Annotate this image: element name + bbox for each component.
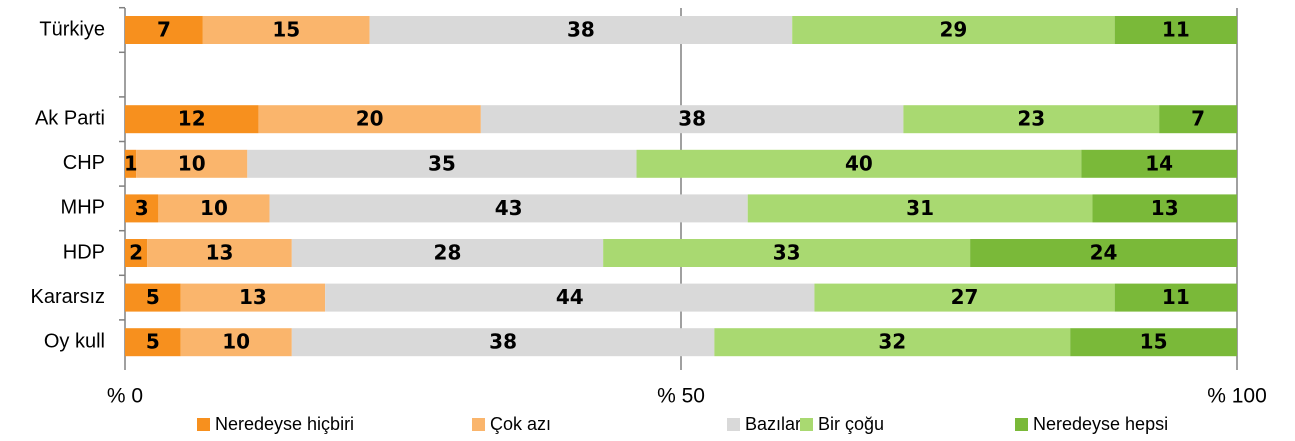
- legend-label: Çok azı: [490, 414, 551, 434]
- data-label: 10: [222, 330, 250, 354]
- data-label: 1: [124, 151, 138, 175]
- data-label: 7: [157, 18, 171, 42]
- bar: [714, 328, 1071, 357]
- bar: [125, 328, 181, 357]
- y-tick-label: CHP: [63, 152, 105, 174]
- data-label: 3: [135, 196, 149, 220]
- data-label: 11: [1162, 285, 1190, 309]
- y-tick-label: HDP: [63, 241, 105, 263]
- data-label: 10: [200, 196, 228, 220]
- legend-swatch: [472, 418, 485, 431]
- data-label: 24: [1090, 241, 1118, 265]
- bar: [247, 149, 637, 178]
- bar: [747, 194, 1093, 223]
- data-label: 28: [434, 241, 462, 265]
- x-tick-label: % 100: [1207, 385, 1267, 408]
- legend-swatch: [197, 418, 210, 431]
- bar: [125, 16, 203, 44]
- y-tick-label: Ak Parti: [35, 107, 105, 129]
- legend-swatch: [800, 418, 813, 431]
- legend-label: Neredeyse hepsi: [1033, 414, 1168, 434]
- data-label: 27: [951, 285, 979, 309]
- data-label: 14: [1145, 151, 1173, 175]
- bar: [269, 194, 748, 223]
- bar: [636, 149, 1082, 178]
- bar: [1081, 149, 1237, 178]
- bar: [180, 328, 292, 357]
- data-label: 33: [773, 241, 801, 265]
- bar: [125, 149, 137, 178]
- bar: [1159, 105, 1237, 134]
- bar: [147, 239, 292, 267]
- y-tick-label: Oy kull: [44, 330, 105, 352]
- bar: [603, 239, 971, 267]
- data-label: 31: [906, 196, 934, 220]
- bar: [480, 105, 904, 134]
- bar: [258, 105, 481, 134]
- bar: [202, 16, 370, 44]
- y-tick-label: MHP: [61, 197, 105, 219]
- y-tick-label: Türkiye: [39, 18, 105, 40]
- bar: [136, 149, 248, 178]
- bar: [1114, 283, 1237, 312]
- bar: [369, 16, 793, 44]
- data-label: 35: [428, 151, 456, 175]
- data-label: 15: [272, 18, 300, 42]
- bar: [970, 239, 1237, 267]
- data-label: 11: [1162, 18, 1190, 42]
- data-label: 13: [239, 285, 267, 309]
- data-label: 5: [146, 285, 160, 309]
- data-label: 43: [495, 196, 523, 220]
- legend-swatch: [727, 418, 740, 431]
- data-label: 13: [206, 241, 234, 265]
- bar: [125, 194, 159, 223]
- bar: [903, 105, 1160, 134]
- bar: [291, 328, 715, 357]
- data-label: 13: [1151, 196, 1179, 220]
- bar: [125, 283, 181, 312]
- data-label: 44: [556, 285, 584, 309]
- data-label: 15: [1140, 330, 1168, 354]
- bar: [325, 283, 815, 312]
- data-label: 29: [940, 18, 968, 42]
- data-label: 10: [178, 151, 206, 175]
- data-label: 38: [489, 330, 517, 354]
- legend-label: Neredeyse hiçbiri: [215, 414, 354, 434]
- y-tick-label: Kararsız: [31, 286, 105, 308]
- bar: [792, 16, 1115, 44]
- legend-label: Bir çoğu: [818, 414, 884, 434]
- x-tick-label: % 50: [657, 385, 705, 408]
- data-label: 23: [1017, 107, 1045, 131]
- data-label: 38: [567, 18, 595, 42]
- data-label: 2: [129, 241, 143, 265]
- data-label: 7: [1191, 107, 1205, 131]
- bar: [1114, 16, 1237, 44]
- bar: [125, 105, 259, 134]
- data-label: 40: [845, 151, 873, 175]
- bar: [814, 283, 1115, 312]
- bar: [158, 194, 270, 223]
- data-label: 32: [878, 330, 906, 354]
- bar: [291, 239, 604, 267]
- bar: [1070, 328, 1237, 357]
- data-label: 20: [356, 107, 384, 131]
- legend-label: Bazıları: [745, 414, 806, 434]
- data-label: 12: [178, 107, 206, 131]
- data-label: 38: [678, 107, 706, 131]
- legend-swatch: [1015, 418, 1028, 431]
- bar: [1092, 194, 1237, 223]
- bar: [125, 239, 148, 267]
- data-label: 5: [146, 330, 160, 354]
- bar: [180, 283, 326, 312]
- x-tick-label: % 0: [107, 385, 143, 408]
